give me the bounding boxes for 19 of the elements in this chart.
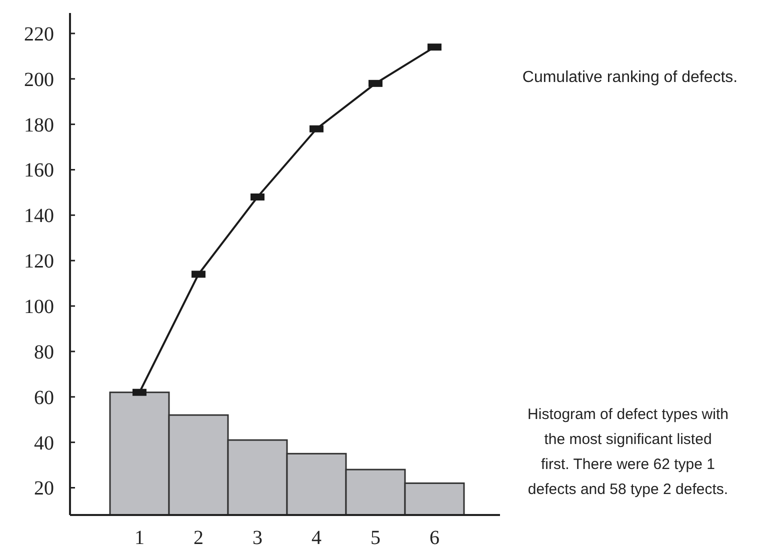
y-tick-label: 220 — [24, 23, 54, 46]
y-tick-label: 120 — [24, 250, 54, 273]
y-tick-label: 100 — [24, 296, 54, 318]
y-tick-label: 40 — [34, 432, 54, 454]
y-tick-label: 200 — [24, 68, 54, 91]
y-tick-label: 60 — [34, 386, 54, 409]
x-tick-label: 6 — [430, 527, 440, 549]
y-tick-label: 140 — [24, 205, 54, 228]
y-tick-label: 20 — [34, 478, 54, 500]
x-tick-label: 4 — [312, 527, 322, 549]
x-tick-label: 3 — [252, 527, 262, 549]
y-tick-label: 80 — [34, 341, 54, 364]
y-tick-label: 160 — [24, 160, 54, 182]
y-tick-label: 180 — [24, 114, 54, 136]
x-tick-label: 5 — [370, 527, 380, 549]
text: Cumulative ranking of defects. — [522, 69, 738, 86]
text: Histogram of defect types with the most significant listed first. There were 62 type 1 defects and 58 type 2 defects. — [528, 406, 728, 498]
x-tick-label: 2 — [194, 527, 204, 549]
x-tick-label: 1 — [134, 527, 144, 549]
